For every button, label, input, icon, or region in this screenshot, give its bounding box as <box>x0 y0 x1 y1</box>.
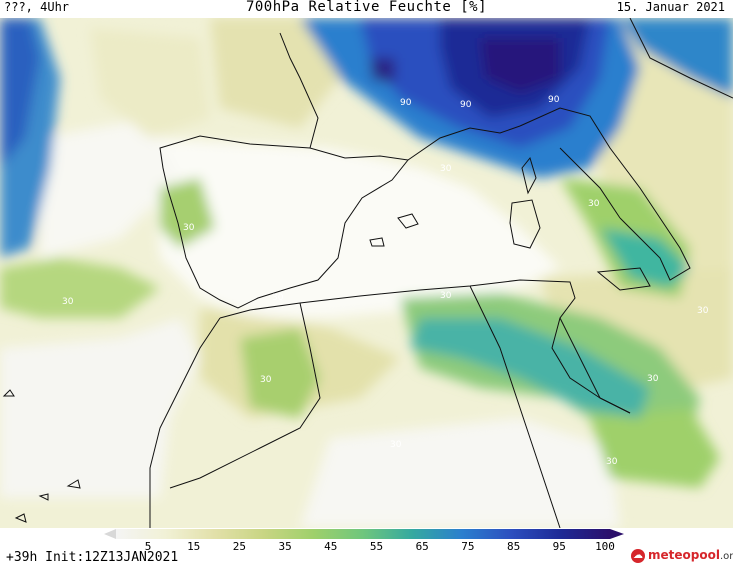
legend-tick-label: 75 <box>461 540 475 553</box>
contour-label: 90 <box>548 95 560 105</box>
contour-label: 30 <box>390 440 402 450</box>
legend-tick-label: 45 <box>324 540 338 553</box>
color-legend <box>116 529 610 539</box>
legend-tick-label: 65 <box>415 540 429 553</box>
contour-label: 30 <box>606 457 618 467</box>
legend-tick-label: 85 <box>506 540 521 553</box>
legend-tick-label: 25 <box>232 540 247 553</box>
legend-tick-label: 5 <box>144 540 152 553</box>
contour-label: 30 <box>647 374 659 384</box>
contour-label: 30 <box>588 199 600 209</box>
contour-label: 30 <box>440 164 452 174</box>
logo-suffix: .org <box>719 551 733 562</box>
contour-label: 90 <box>400 98 412 108</box>
contour-label: 30 <box>697 306 709 316</box>
coastlines <box>2 18 733 528</box>
legend-tick-label: 55 <box>369 540 384 553</box>
logo-name: meteopool <box>648 548 720 562</box>
legend-tick-label: 35 <box>278 540 292 553</box>
contour-label: 30 <box>260 375 272 385</box>
forecast-date: 15. Januar 2021 <box>616 0 725 14</box>
init-time-label: +39h Init:12Z13JAN2021 <box>6 550 179 565</box>
forecast-time-label: ???, 4Uhr <box>4 0 70 14</box>
contour-label: 30 <box>272 293 284 303</box>
contour-label: 30 <box>440 291 452 301</box>
contour-label: 30 <box>62 297 74 307</box>
legend-tick-label: 15 <box>187 540 201 553</box>
legend-under-arrow <box>104 529 116 539</box>
map-footer: 5 15 25 35 45 55 65 75 85 95 100 +39h Init:12Z13JA… <box>0 528 733 566</box>
humidity-map[interactable]: 90 90 90 30 30 30 30 30 30 30 30 30 30 3… <box>0 18 733 528</box>
contour-label: 30 <box>183 223 195 233</box>
contour-label: 90 <box>460 100 472 110</box>
legend-tick-label: 95 <box>552 540 566 553</box>
map-title: 700hPa Relative Feuchte [%] <box>245 0 488 15</box>
weather-logo-icon: ☁ <box>631 549 645 563</box>
map-header: ???, 4Uhr 700hPa Relative Feuchte [%] 15… <box>0 0 733 18</box>
humidity-field <box>0 18 733 528</box>
legend-tick-label: 100 <box>595 540 615 553</box>
legend-over-arrow <box>610 529 624 539</box>
contour-labels: 90 90 90 30 30 30 30 30 30 30 30 30 30 3… <box>62 95 709 467</box>
